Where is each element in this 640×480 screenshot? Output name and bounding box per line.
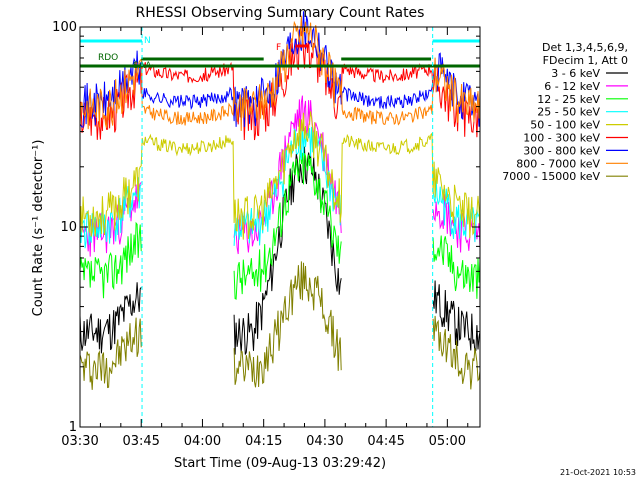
series-line-8 (79, 261, 481, 390)
legend-entry-label: 50 - 100 keV (530, 119, 600, 132)
series-line-4 (79, 111, 481, 240)
x-tick-label: 05:00 (429, 434, 466, 449)
chart-title: RHESSI Observing Summary Count Rates (136, 5, 425, 21)
x-tick-label: 03:45 (122, 434, 159, 449)
x-tick-label: 04:45 (367, 434, 404, 449)
legend-entry-label: 6 - 12 keV (544, 80, 600, 93)
x-tick-label: 04:00 (184, 434, 221, 449)
y-tick-label: 100 (52, 20, 77, 35)
series-line-2 (79, 149, 481, 300)
series-line-7 (79, 15, 481, 131)
x-axis-label: Start Time (09-Aug-13 03:29:42) (174, 456, 386, 471)
x-tick-label: 04:30 (306, 434, 343, 449)
legend-entry-label: 12 - 25 keV (537, 93, 600, 106)
legend-entry-label: 25 - 50 keV (537, 106, 600, 119)
annotation-layer: RDO SAA F N (80, 27, 480, 427)
night-label: N (144, 36, 151, 46)
x-tick-label: 04:15 (245, 434, 282, 449)
series-line-0 (79, 146, 481, 355)
y-tick-label: 10 (60, 220, 77, 235)
legend-entry-label: 100 - 300 keV (523, 132, 600, 145)
legend-header-line-1: Det 1,3,4,5,6,9, (542, 41, 628, 54)
generated-timestamp: 21-Oct-2021 10:53 (560, 468, 636, 477)
rdo-label: RDO (98, 53, 118, 63)
legend-header-line-2: FDecim 1, Att 0 (543, 54, 628, 67)
legend-entry-label: 300 - 800 keV (523, 144, 600, 157)
legend-entry-label: 3 - 6 keV (551, 67, 600, 80)
axis-ticks: 03:30 03:45 04:00 04:15 04:30 04:45 05:00 1 10 10… (52, 20, 480, 449)
series-layer (79, 11, 481, 390)
y-tick-label: 1 (69, 420, 77, 435)
x-tick-label: 03:30 (61, 434, 98, 449)
y-axis-label: Count Rate (s⁻¹ detector⁻¹) (31, 140, 46, 317)
saa-label: SAA (133, 61, 152, 71)
flare-label: F (276, 43, 281, 53)
legend-entry-label: 800 - 7000 keV (516, 157, 600, 170)
legend-entry-label: 7000 - 15000 keV (502, 170, 600, 183)
